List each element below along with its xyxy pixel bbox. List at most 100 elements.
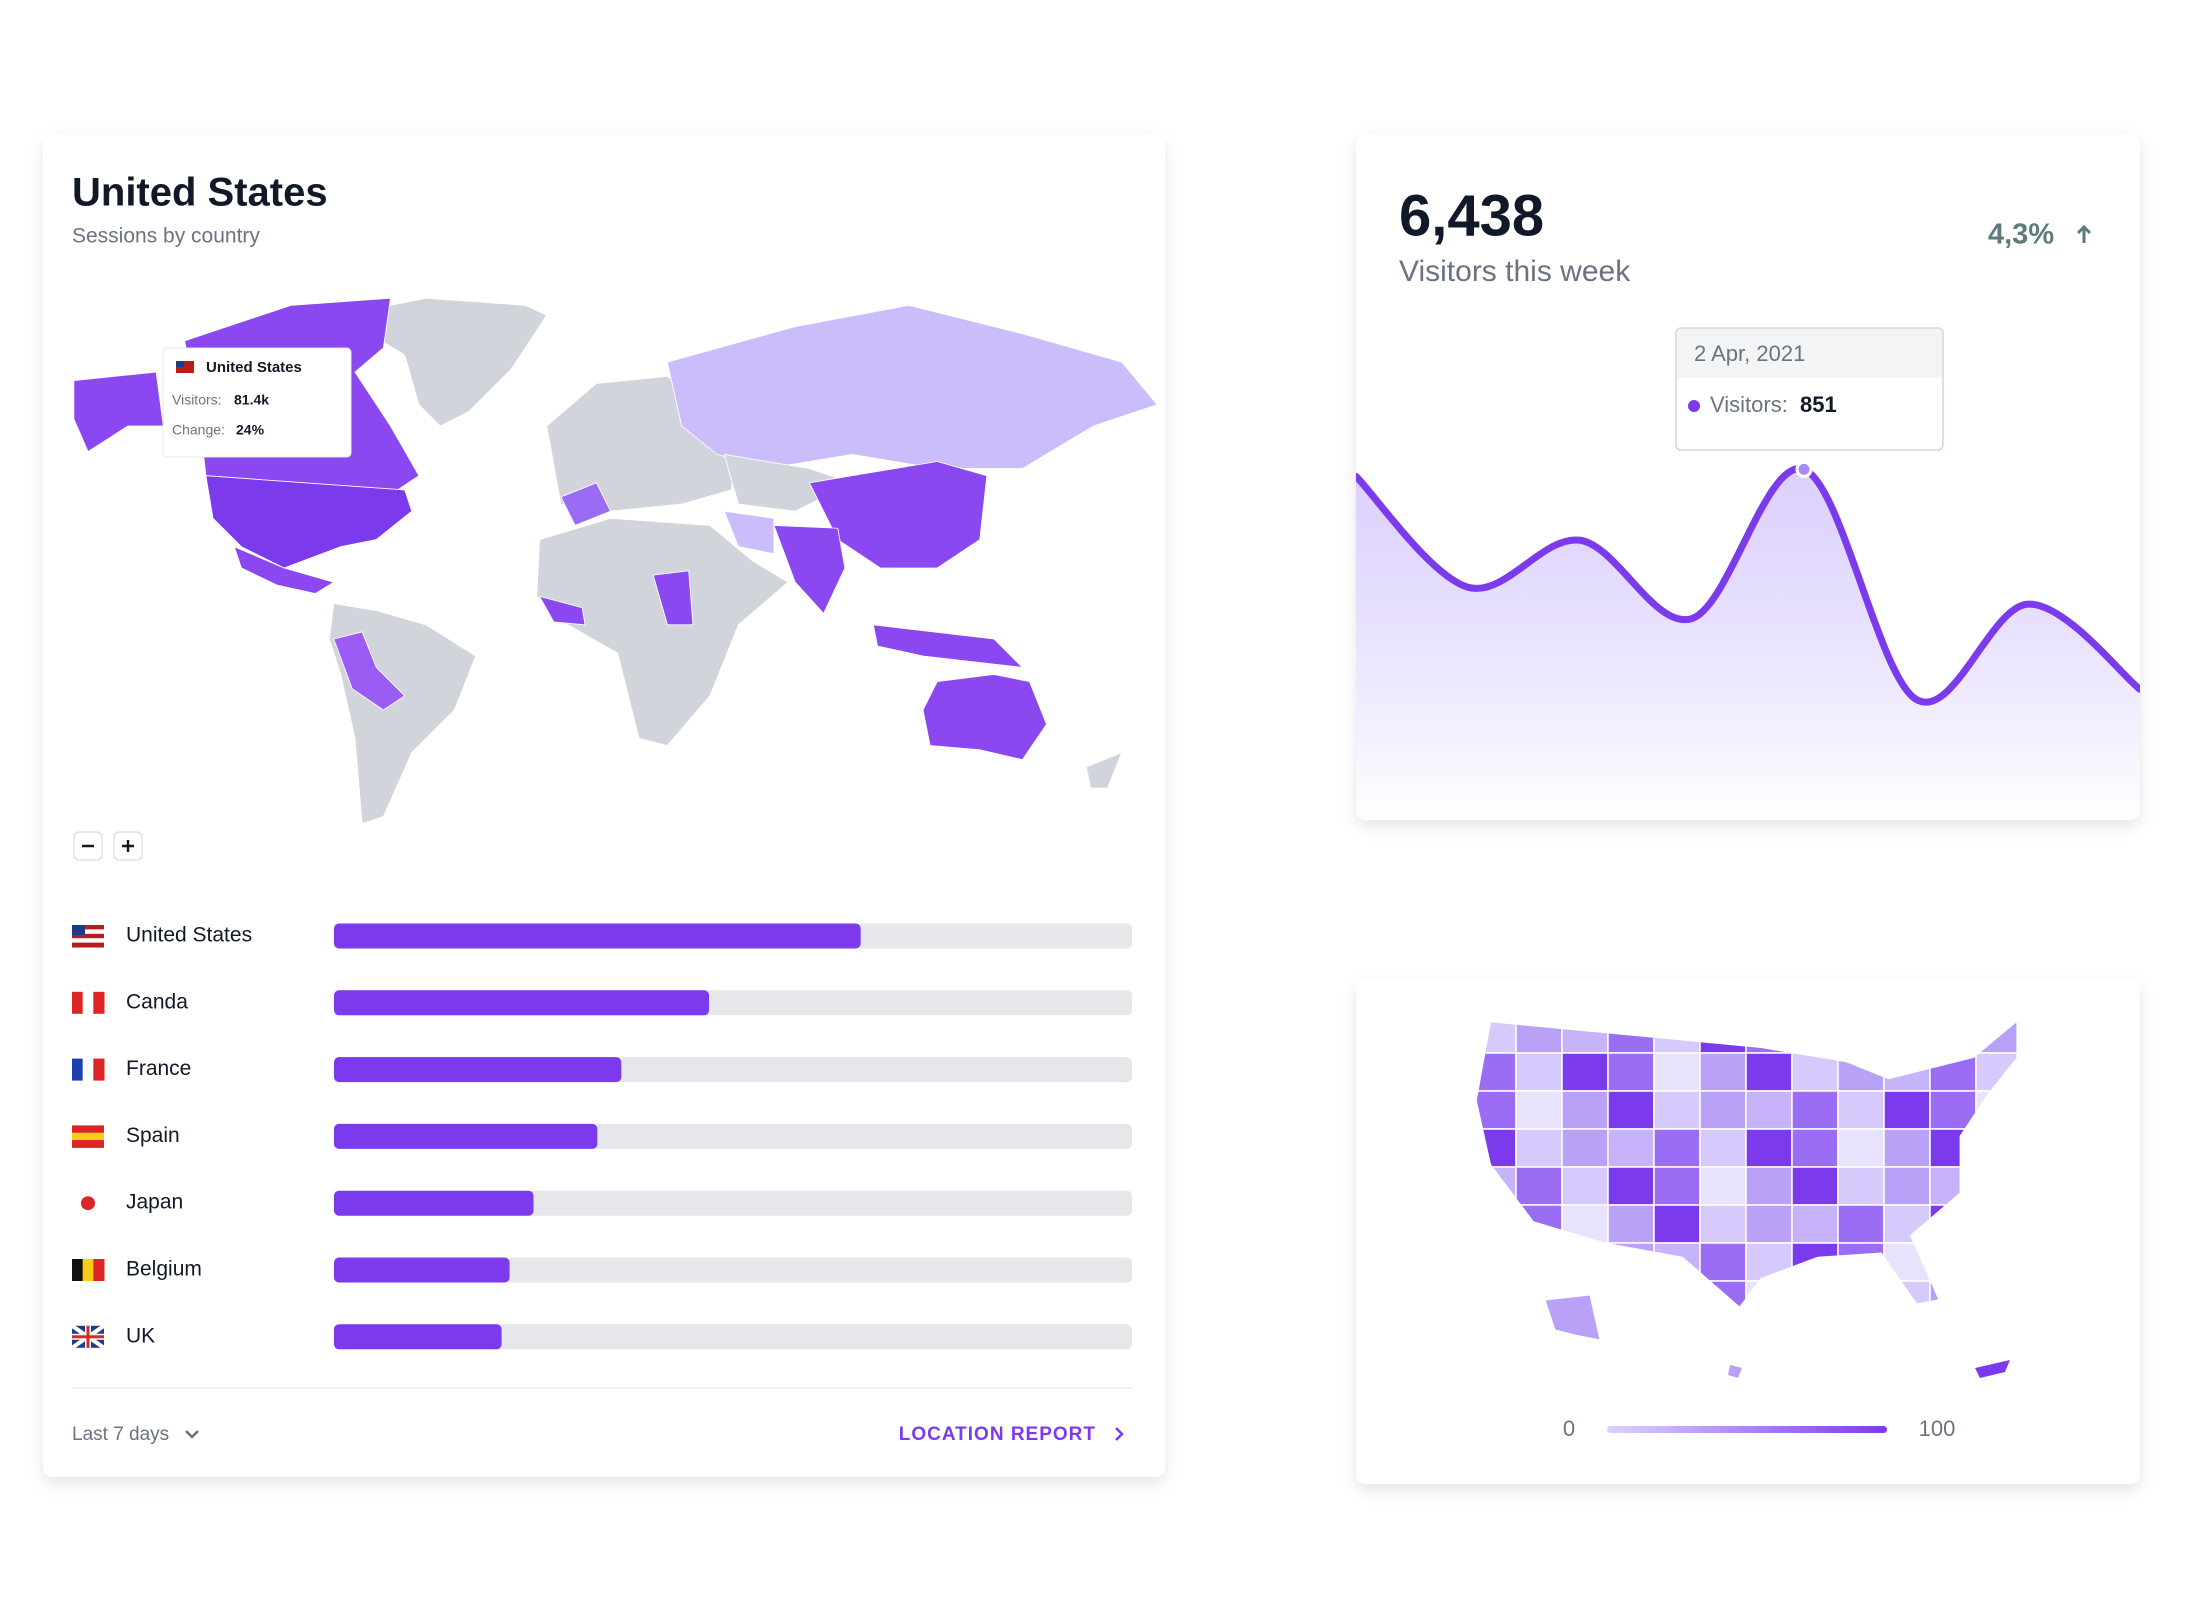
tooltip-label: Visitors:	[1710, 392, 1788, 417]
state	[1699, 1204, 1747, 1244]
flag-icon	[82, 1058, 94, 1081]
card-subtitle: Sessions by country	[72, 225, 260, 248]
state	[1728, 1365, 1742, 1378]
state	[1561, 1166, 1609, 1206]
flag-icon	[82, 1259, 94, 1281]
bar	[334, 1324, 502, 1350]
bar	[334, 990, 710, 1016]
tooltip-dot	[1688, 400, 1700, 412]
state	[1837, 1128, 1885, 1168]
state	[1883, 1166, 1931, 1206]
chevron	[185, 1430, 199, 1439]
tooltip-value: 81.4k	[234, 392, 269, 408]
state	[1653, 1128, 1701, 1168]
state	[1837, 1166, 1885, 1206]
line	[1356, 465, 2140, 706]
flag-icon	[81, 1196, 95, 1211]
state	[1653, 1090, 1701, 1130]
state	[1561, 1090, 1609, 1130]
country-name: Spain	[126, 1124, 180, 1147]
bar	[334, 923, 861, 949]
state	[1745, 1090, 1793, 1130]
state	[1745, 1128, 1793, 1168]
point	[1795, 460, 1813, 478]
flag-icon	[176, 361, 184, 367]
chart-tooltip: 2 Apr, 2021 Visitors: 851	[1675, 327, 1944, 478]
state	[1607, 1128, 1655, 1168]
state	[1837, 1204, 1885, 1244]
country-name: Japan	[126, 1191, 183, 1214]
state	[1837, 1090, 1885, 1130]
area	[1356, 468, 2140, 820]
flag-icon	[72, 925, 85, 935]
flag-icon	[72, 929, 104, 935]
tooltip-label: Visitors:	[172, 392, 222, 408]
state	[1607, 1166, 1655, 1206]
state	[1745, 1166, 1793, 1206]
flag-icon	[72, 938, 104, 944]
legend-max: 100	[1919, 1416, 1956, 1441]
up-arrow	[2076, 224, 2092, 243]
card-title: United States	[72, 171, 328, 215]
state	[1791, 1204, 1839, 1244]
bar-track	[334, 1257, 1132, 1283]
tooltip-value: 24%	[236, 422, 265, 438]
bar	[334, 1057, 622, 1083]
flag-icon	[72, 1140, 104, 1148]
range-label: Last 7 days	[72, 1424, 169, 1445]
state	[1699, 1052, 1747, 1092]
state	[1653, 1052, 1701, 1092]
state	[1699, 1166, 1747, 1206]
flag-icon	[72, 1325, 104, 1348]
bar	[334, 1257, 510, 1283]
zoom-out-button[interactable]	[73, 831, 103, 861]
state	[1561, 1128, 1609, 1168]
flag-icon	[72, 1259, 84, 1281]
country-name: UK	[126, 1324, 155, 1347]
zoom-in-button[interactable]	[113, 831, 143, 861]
flag-icon	[72, 942, 104, 948]
state	[1745, 1204, 1793, 1244]
country-name: France	[126, 1057, 191, 1080]
state	[1699, 1090, 1747, 1130]
state	[1745, 1052, 1793, 1092]
state	[1561, 1052, 1609, 1092]
state	[1607, 1052, 1655, 1092]
kpi-change: 4,3%	[1988, 219, 2054, 251]
world-map	[73, 297, 1159, 825]
range-dropdown[interactable]: Last 7 days	[72, 1424, 199, 1445]
link-label: LOCATION REPORT	[899, 1424, 1096, 1445]
flag-icon	[82, 991, 94, 1014]
state	[1975, 1360, 2010, 1378]
state	[1544, 1294, 1601, 1341]
bar-track	[334, 1324, 1132, 1350]
flag-icon	[93, 1259, 105, 1281]
flag-icon	[72, 925, 104, 930]
legend-scale	[1607, 1426, 1887, 1433]
state	[1515, 1090, 1563, 1130]
bar	[334, 1123, 598, 1149]
state	[1515, 1052, 1563, 1092]
state	[1883, 1128, 1931, 1168]
bar	[334, 1190, 534, 1216]
state	[1607, 1204, 1655, 1244]
state	[1791, 1090, 1839, 1130]
location-report-link[interactable]: LOCATION REPORT	[899, 1424, 1124, 1445]
country-list: United States Canda France Spain Japan Belgiu…	[70, 923, 1132, 1350]
flag-icon	[72, 1058, 84, 1081]
state	[1883, 1090, 1931, 1130]
tooltip-header	[1677, 329, 1942, 378]
kpi-value: 6,438	[1399, 183, 1544, 248]
tooltip-date: 2 Apr, 2021	[1694, 341, 1805, 366]
state	[1515, 1166, 1563, 1206]
flag-icon	[72, 991, 84, 1014]
flag-icon	[72, 1125, 104, 1134]
country-name: United States	[126, 924, 252, 947]
legend-min: 0	[1563, 1416, 1575, 1441]
state	[1699, 1128, 1747, 1168]
flag-icon	[72, 1132, 104, 1141]
tooltip-value: 851	[1800, 392, 1837, 417]
tooltip-label: Change:	[172, 422, 225, 438]
